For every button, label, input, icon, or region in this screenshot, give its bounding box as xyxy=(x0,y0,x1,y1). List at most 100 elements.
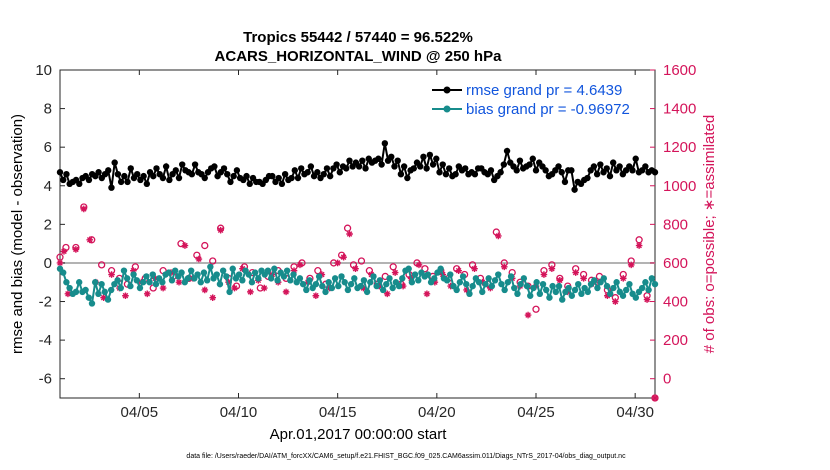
rmse-point xyxy=(179,161,186,168)
x-tick-label: 04/20 xyxy=(418,404,456,421)
rmse-point xyxy=(584,174,591,182)
bias-point xyxy=(344,286,352,294)
rmse-point xyxy=(359,157,366,164)
obs-assimilated-point xyxy=(352,265,359,273)
bias-point xyxy=(229,265,236,272)
obs-assimilated-point xyxy=(282,288,290,296)
bias-point xyxy=(632,294,640,301)
bias-point xyxy=(475,279,483,286)
rmse-point xyxy=(346,157,353,164)
bias-point xyxy=(165,269,172,276)
obs-possible-point xyxy=(389,263,397,271)
rmse-point xyxy=(603,165,610,172)
obs-assimilated-point xyxy=(612,298,619,305)
bias-point xyxy=(543,286,550,294)
bias-point xyxy=(335,282,342,290)
bias-point xyxy=(533,279,540,286)
bias-point xyxy=(447,271,454,278)
bias-point xyxy=(594,284,601,292)
bias-point xyxy=(456,279,464,286)
obs-assimilated-point xyxy=(225,278,232,286)
bias-point xyxy=(549,282,556,290)
bias-point xyxy=(463,280,470,288)
rmse-point xyxy=(111,159,118,166)
bias-point xyxy=(376,277,384,284)
right-y-tick-label: 0 xyxy=(663,371,671,388)
left-y-tick-label: 0 xyxy=(44,255,52,272)
obs-assimilated-point xyxy=(399,282,407,290)
obs-possible-point xyxy=(343,224,352,232)
bias-point xyxy=(357,282,364,290)
obs-possible-point xyxy=(349,261,358,269)
bias-point xyxy=(88,300,96,307)
rmse-point xyxy=(394,157,401,164)
rmse-point xyxy=(590,163,598,170)
bias-point xyxy=(280,273,288,280)
rmse-point xyxy=(343,165,350,172)
left-y-tick-label: 2 xyxy=(44,216,52,233)
legend-rmse-marker xyxy=(443,86,451,94)
rmse-point xyxy=(307,163,315,170)
rmse-point xyxy=(188,170,196,178)
right-y-axis-label: # of obs: o=possible; ∗=assimilated xyxy=(701,115,718,354)
rmse-point xyxy=(378,161,385,168)
bias-point xyxy=(200,269,208,276)
rmse-point xyxy=(108,184,115,191)
bias-point xyxy=(395,282,403,290)
rmse-point xyxy=(288,174,295,182)
obs-assimilated-point xyxy=(312,292,320,300)
rmse-point xyxy=(278,180,286,188)
bias-point xyxy=(319,282,326,290)
bias-point xyxy=(315,273,323,280)
bias-point xyxy=(498,280,505,288)
rmse-point xyxy=(452,170,459,178)
bias-point xyxy=(216,280,224,288)
obs-assimilated-point xyxy=(643,296,651,303)
rmse-point xyxy=(304,169,311,176)
left-y-tick-label: 8 xyxy=(44,101,52,118)
obs-possible-point xyxy=(201,241,209,250)
bias-point xyxy=(482,280,489,288)
bias-point xyxy=(296,275,304,282)
bias-point xyxy=(114,277,121,284)
bias-point xyxy=(159,279,166,286)
x-tick-label: 04/30 xyxy=(616,404,654,421)
rmse-point xyxy=(375,155,382,162)
bias-point xyxy=(287,277,294,284)
obs-assimilated-point xyxy=(201,286,209,294)
bias-point xyxy=(351,275,358,282)
rmse-point xyxy=(243,172,250,180)
x-tick-label: 04/15 xyxy=(319,404,357,421)
obs-possible-point xyxy=(131,263,140,271)
bias-point xyxy=(136,284,144,292)
obs-possible-point xyxy=(62,243,70,252)
obs-assimilated-point xyxy=(108,271,115,278)
left-y-tick-label: -4 xyxy=(39,332,52,349)
bias-point xyxy=(459,273,467,280)
obs-assimilated-point xyxy=(122,292,129,300)
obs-possible-point xyxy=(357,257,366,265)
bias-point xyxy=(143,273,150,280)
rmse-point xyxy=(175,174,183,182)
rmse-point xyxy=(420,153,427,161)
bias-point xyxy=(322,288,329,296)
bias-point xyxy=(91,279,99,286)
obs-assimilated-point xyxy=(296,261,304,269)
bias-point xyxy=(642,279,649,286)
rmse-point xyxy=(143,180,151,188)
obs-assimilated-point xyxy=(290,267,298,274)
obs-assimilated-point xyxy=(415,261,423,269)
bias-point xyxy=(568,292,576,299)
bias-point xyxy=(639,284,646,292)
rmse-point xyxy=(629,167,636,174)
obs-assimilated-point xyxy=(360,284,367,292)
x-axis: 04/05 04/10 04/15 04/20 04/25 04/30 xyxy=(121,70,654,421)
bias-point xyxy=(274,277,281,284)
right-y-tick-label: 1600 xyxy=(663,62,696,79)
bias-point xyxy=(152,280,160,288)
rmse-point xyxy=(233,167,241,174)
rmse-point xyxy=(162,163,170,170)
rmse-point xyxy=(503,147,511,155)
obs-assimilated-point xyxy=(532,282,540,290)
bias-point xyxy=(130,271,137,278)
